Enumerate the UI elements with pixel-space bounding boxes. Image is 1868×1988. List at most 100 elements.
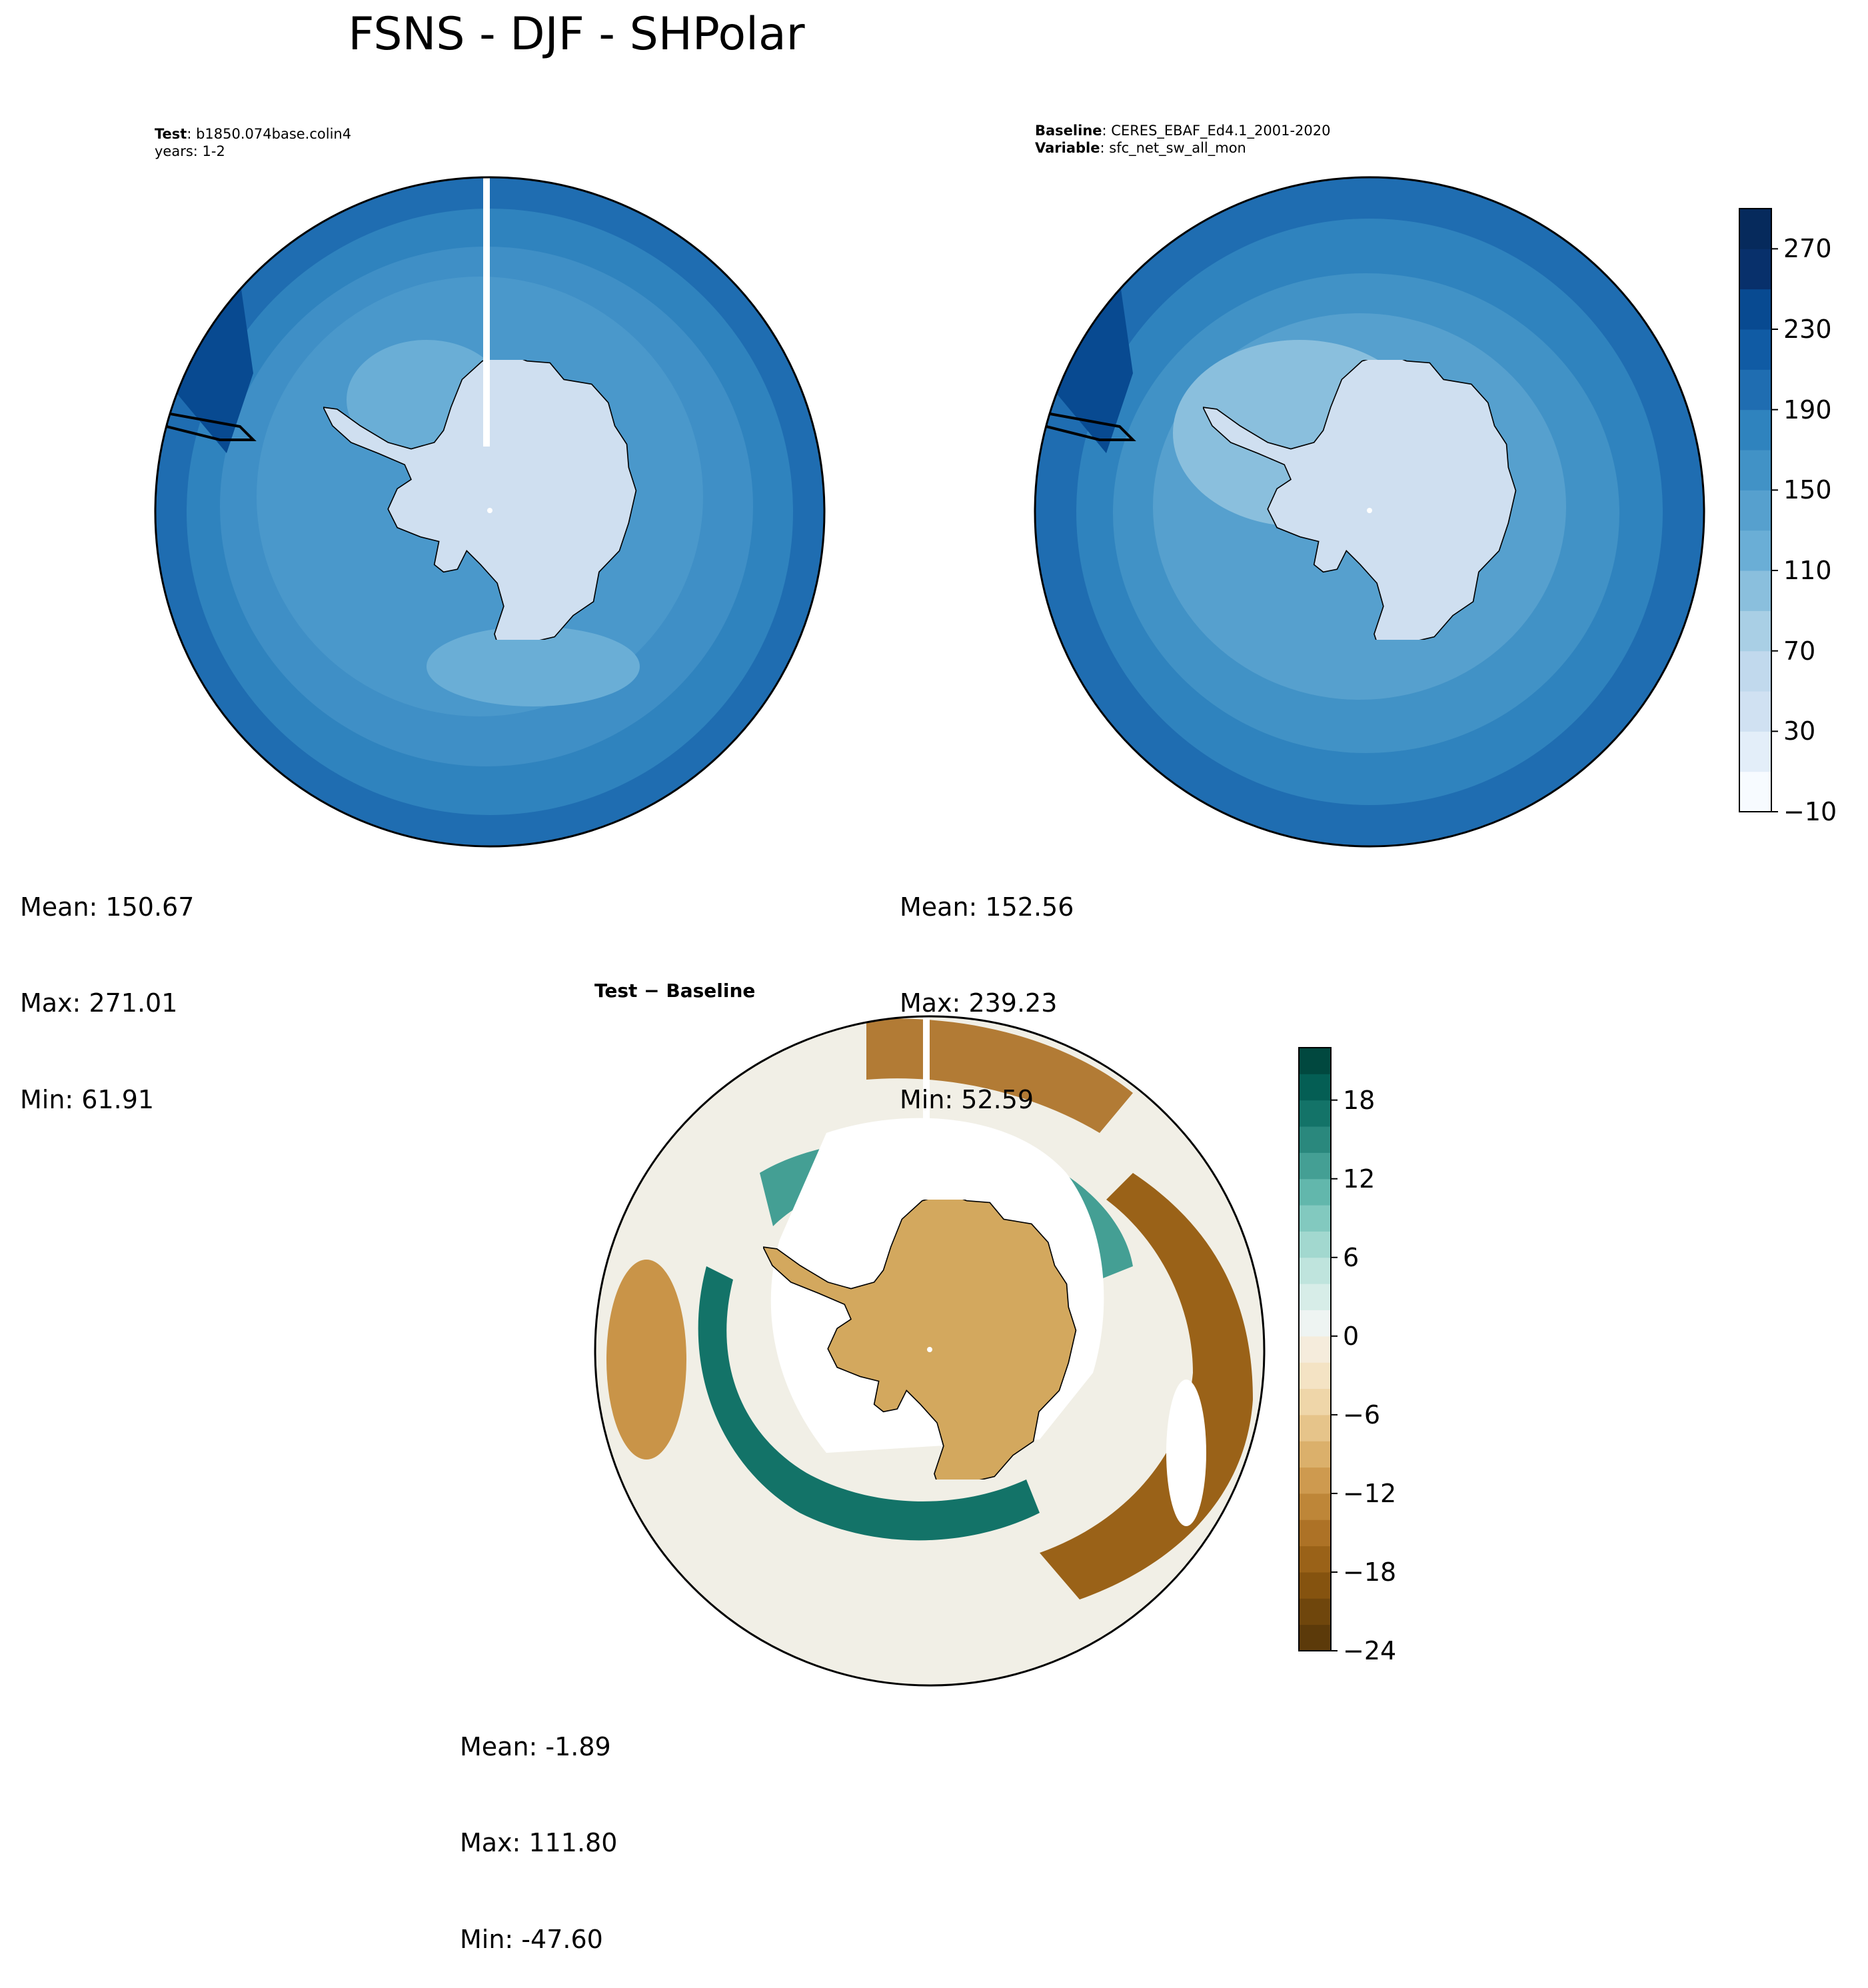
main-colorbar-segment [1739, 610, 1771, 652]
diff-pole [927, 1347, 932, 1352]
main-colorbar-ticks [1771, 248, 1778, 812]
test-pole [487, 508, 492, 513]
figure-title: FSNS - DJF - SHPolar [348, 8, 805, 61]
diff-colorbar-segment [1299, 1441, 1331, 1468]
main-colorbar-segment [1739, 369, 1771, 411]
diff-colorbar-segment [1299, 1152, 1331, 1180]
test-stats: Mean: 150.67 Max: 271.01 Min: 61.91 [20, 826, 194, 1148]
diff-colorbar-segment [1299, 1571, 1331, 1599]
baseline-min: Min: 52.59 [900, 1085, 1034, 1114]
diff-colorbar-segment [1299, 1310, 1331, 1337]
diff-colorbar-segment [1299, 1074, 1331, 1101]
baseline-mean: Mean: 152.56 [900, 892, 1074, 922]
main-colorbar-tick-label: 70 [1783, 636, 1816, 666]
main-colorbar-segment [1739, 570, 1771, 611]
main-colorbar-tick-label: 110 [1783, 556, 1832, 585]
diff-colorbar-tick-label: 6 [1343, 1242, 1360, 1272]
diff-colorbar-tick-label: 18 [1343, 1085, 1376, 1115]
diff-colorbar-tick-label: 12 [1343, 1164, 1376, 1194]
main-colorbar-segment [1739, 329, 1771, 370]
test-mean: Mean: 150.67 [20, 892, 195, 922]
baseline-panel-header: Baseline: CERES_EBAF_Ed4.1_2001-2020 Var… [1035, 123, 1331, 157]
main-colorbar-segment [1739, 731, 1771, 772]
main-colorbar-tick-label: −10 [1783, 797, 1837, 826]
diff-colorbar-segment [1299, 1126, 1331, 1153]
diff-mean: Mean: -1.89 [460, 1731, 611, 1761]
diff-masked-east [1166, 1380, 1206, 1526]
diff-teal-ring [698, 1266, 1040, 1541]
test-label: Test [155, 126, 187, 142]
main-colorbar-tick-label: 230 [1783, 315, 1832, 344]
main-colorbar-tick-label: 30 [1783, 716, 1816, 746]
main-colorbar-frame [1739, 208, 1772, 812]
main-colorbar-tick-label: 270 [1783, 234, 1832, 264]
test-map [154, 176, 826, 848]
baseline-max: Max: 239.23 [900, 988, 1058, 1018]
main-colorbar-segment [1739, 409, 1771, 451]
baseline-label: Baseline [1035, 123, 1102, 139]
baseline-stats: Mean: 152.56 Max: 239.23 Min: 52.59 [900, 826, 1074, 1148]
variable-label: Variable [1035, 140, 1100, 157]
test-max: Max: 271.01 [20, 988, 178, 1018]
main-colorbar-segment [1739, 289, 1771, 330]
diff-colorbar-segment [1299, 1231, 1331, 1258]
diff-colorbar-segment [1299, 1205, 1331, 1232]
test-map-border [154, 176, 826, 848]
diff-colorbar-segment [1299, 1467, 1331, 1494]
figure-canvas [154, 176, 1778, 1687]
test-case-name: b1850.074base.colin4 [196, 126, 352, 142]
diff-colorbar-segment [1299, 1598, 1331, 1625]
diff-colorbar-tick-label: −24 [1343, 1636, 1397, 1665]
test-seam [483, 177, 490, 447]
main-colorbar-segment [1739, 209, 1771, 249]
main-colorbar-tick-label: 150 [1783, 475, 1832, 505]
baseline-pole [1367, 508, 1372, 513]
diff-colorbar [1299, 1048, 1331, 1651]
diff-colorbar-segment [1299, 1414, 1331, 1442]
test-years: years: 1-2 [155, 143, 225, 160]
diff-brown-west [606, 1260, 686, 1460]
diff-min: Min: -47.60 [460, 1925, 603, 1954]
diff-colorbar-tick-label: 0 [1343, 1321, 1360, 1351]
diff-seam [923, 1016, 930, 1140]
diff-colorbar-segment [1299, 1545, 1331, 1573]
test-ocean-high-region [160, 271, 253, 453]
diff-colorbar-segment [1299, 1362, 1331, 1390]
baseline-ocean-high-region [1040, 271, 1133, 453]
diff-stats: Mean: -1.89 Max: 111.80 Min: -47.60 [460, 1666, 617, 1988]
diff-colorbar-segment [1299, 1624, 1331, 1651]
diff-colorbar-ticks [1331, 1099, 1338, 1651]
main-colorbar [1739, 209, 1771, 812]
baseline-map [1034, 176, 1705, 848]
main-colorbar-segment [1739, 530, 1771, 571]
diff-colorbar-segment [1299, 1100, 1331, 1127]
diff-map-border [594, 1015, 1266, 1687]
baseline-map-border [1034, 176, 1705, 848]
diff-panel-title: Test − Baseline [594, 980, 756, 1002]
diff-colorbar-tick-label: −18 [1343, 1557, 1397, 1587]
diff-colorbar-tick-label: −6 [1343, 1400, 1381, 1430]
main-colorbar-segment [1739, 691, 1771, 732]
test-min: Min: 61.91 [20, 1085, 155, 1114]
variable-name: sfc_net_sw_all_mon [1109, 140, 1246, 157]
main-colorbar-segment [1739, 650, 1771, 692]
diff-max: Max: 111.80 [460, 1828, 618, 1858]
diff-brown-north [866, 1018, 1133, 1133]
test-ocean-patch2 [427, 626, 640, 706]
diff-colorbar-segment [1299, 1178, 1331, 1206]
baseline-name: CERES_EBAF_Ed4.1_2001-2020 [1111, 123, 1331, 139]
diff-colorbar-segment [1299, 1519, 1331, 1547]
diff-colorbar-frame [1298, 1047, 1332, 1651]
diff-colorbar-tick-label: −12 [1343, 1478, 1397, 1508]
main-colorbar-segment [1739, 450, 1771, 491]
main-colorbar-segment [1739, 490, 1771, 531]
main-colorbar-segment [1739, 771, 1771, 812]
diff-colorbar-segment [1299, 1257, 1331, 1284]
diff-colorbar-segment [1299, 1493, 1331, 1520]
test-panel-header: Test: b1850.074base.colin4 years: 1-2 [155, 126, 352, 160]
diff-colorbar-segment [1299, 1284, 1331, 1310]
main-colorbar-tick-label: 190 [1783, 395, 1832, 425]
diff-colorbar-segment [1299, 1336, 1331, 1363]
main-colorbar-segment [1739, 249, 1771, 290]
diff-colorbar-segment [1299, 1048, 1331, 1074]
